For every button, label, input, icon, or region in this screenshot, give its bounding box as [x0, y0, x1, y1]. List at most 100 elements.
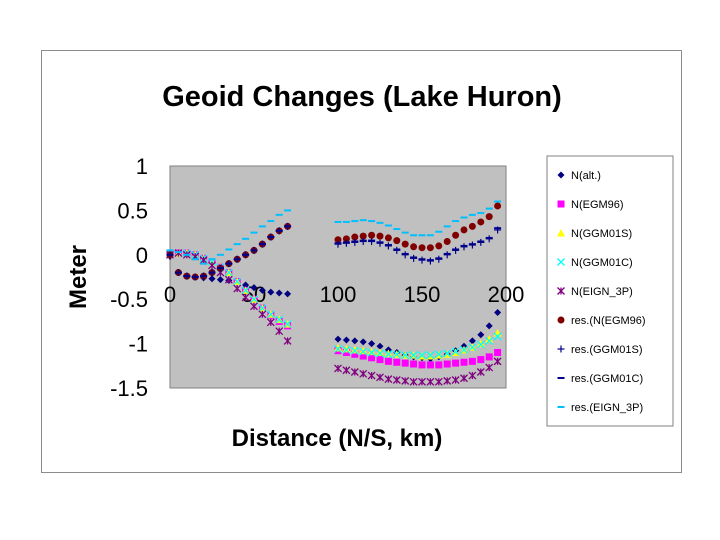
x-tick-label: 150 — [404, 282, 441, 307]
y-tick-label: -0.5 — [110, 287, 148, 312]
data-point — [241, 286, 250, 295]
data-point — [224, 275, 233, 284]
data-point — [199, 256, 208, 265]
y-tick-label: 1 — [136, 154, 148, 179]
data-point — [418, 351, 426, 360]
data-point — [342, 366, 351, 375]
data-point — [267, 288, 275, 296]
data-point — [350, 345, 359, 354]
data-point — [275, 327, 284, 336]
data-point — [393, 237, 401, 245]
data-point — [443, 349, 452, 358]
data-point — [426, 377, 435, 386]
data-point — [494, 348, 502, 356]
data-point — [476, 340, 485, 349]
data-point — [368, 340, 376, 348]
data-point — [376, 348, 384, 356]
legend-marker — [557, 258, 565, 266]
data-point — [342, 336, 350, 344]
data-point — [409, 351, 418, 360]
legend-marker — [557, 171, 565, 179]
legend-item: N(EGM96) — [557, 199, 624, 211]
data-point — [359, 346, 368, 355]
data-point — [493, 357, 502, 366]
data-point — [342, 235, 350, 243]
data-point — [275, 315, 284, 324]
data-point — [452, 359, 460, 367]
data-point — [409, 377, 418, 386]
data-point — [275, 289, 283, 297]
data-point — [401, 240, 409, 248]
data-point — [284, 290, 292, 298]
data-point — [426, 361, 434, 369]
data-point — [452, 231, 460, 239]
y-axis-ticks: 1 0.5 0 -0.5 -1 -1.5 — [110, 154, 148, 401]
data-point — [384, 357, 392, 365]
data-point — [443, 237, 451, 245]
data-point — [258, 286, 266, 294]
data-point — [476, 339, 485, 348]
data-point — [468, 222, 476, 230]
legend-marker — [557, 345, 565, 353]
data-point — [351, 337, 359, 345]
data-point — [393, 358, 401, 366]
data-point — [426, 244, 434, 252]
data-points — [166, 200, 502, 386]
data-point — [485, 322, 493, 330]
legend-label: N(alt.) — [571, 170, 601, 182]
x-axis-ticks: 0 50 100 150 200 — [164, 282, 524, 307]
data-point — [351, 233, 359, 241]
legend-label: res.(GGM01C) — [571, 373, 643, 385]
data-point — [426, 351, 435, 360]
data-point — [342, 344, 351, 353]
data-point — [250, 302, 258, 311]
data-point — [384, 234, 392, 242]
data-point — [368, 354, 376, 362]
data-point — [208, 261, 216, 270]
data-point — [485, 363, 494, 372]
data-point — [250, 295, 258, 304]
data-point — [334, 364, 342, 373]
data-point — [350, 346, 359, 355]
data-point — [216, 276, 224, 284]
y-tick-label: -1.5 — [110, 376, 148, 401]
data-point — [250, 284, 258, 292]
data-point — [367, 347, 376, 356]
legend-item: N(GGM01C) — [557, 257, 633, 269]
data-point — [359, 338, 367, 346]
chart-frame: Geoid Changes (Lake Huron) 1 0.5 0 -0.5 -1 -1… — [41, 50, 682, 473]
data-point — [460, 374, 468, 383]
data-point — [342, 348, 350, 356]
data-point — [434, 350, 443, 359]
data-point — [418, 244, 426, 252]
legend-label: res.(GGM01S) — [571, 344, 643, 356]
data-point — [392, 350, 401, 359]
data-point — [401, 351, 410, 360]
data-point — [435, 361, 443, 369]
data-point — [468, 337, 476, 345]
data-point — [485, 213, 493, 221]
data-point — [477, 356, 485, 364]
data-point — [418, 377, 426, 386]
data-point — [418, 361, 426, 369]
x-axis-title: Distance (N/S, km) — [232, 425, 443, 452]
y-tick-label: 0 — [136, 243, 148, 268]
data-point — [351, 350, 359, 358]
y-tick-label: 0.5 — [117, 198, 148, 223]
data-point — [376, 232, 384, 240]
legend-label: res.(N(EGM96) — [571, 315, 646, 327]
legend-marker — [557, 287, 565, 295]
legend-label: N(EIGN_3P) — [571, 286, 633, 298]
data-point — [359, 352, 367, 360]
data-point — [334, 344, 342, 353]
data-point — [368, 231, 376, 239]
data-point — [468, 343, 477, 352]
data-point — [266, 318, 275, 327]
legend-label: res.(EIGN_3P) — [571, 402, 643, 414]
data-point — [410, 243, 418, 251]
data-point — [283, 320, 292, 329]
data-point — [485, 335, 494, 343]
data-point — [376, 373, 384, 382]
data-point — [359, 347, 368, 356]
data-point — [233, 277, 242, 286]
